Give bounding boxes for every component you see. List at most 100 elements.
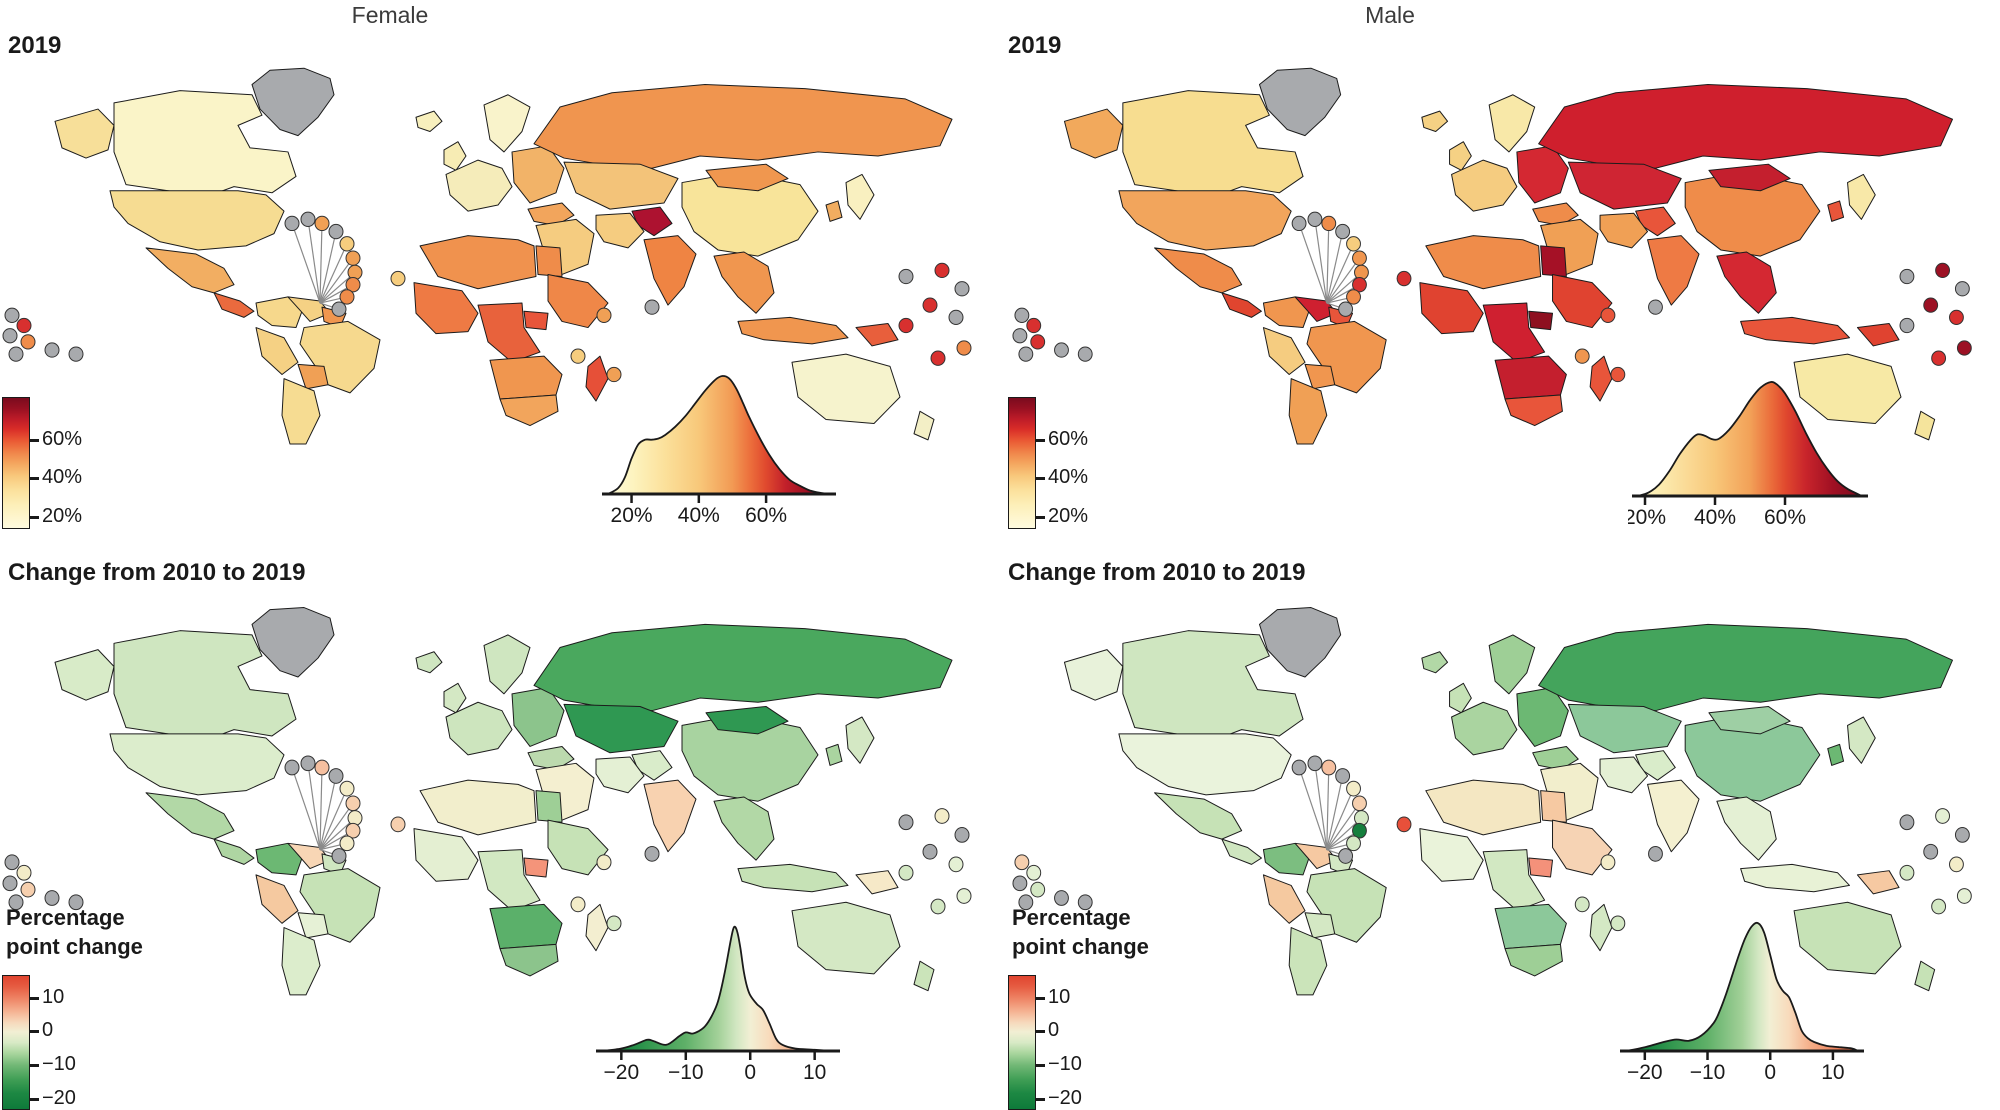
island-dot-pacific_left: [21, 882, 35, 897]
island-dot-caribbean: [1353, 251, 1367, 265]
island-dot-pacific_left: [17, 865, 31, 880]
legend-tick-label: −10: [1048, 1053, 1082, 1076]
region-korea: [1828, 201, 1844, 221]
legend-color-bar: [1008, 397, 1036, 529]
island-dot-caribbean: [1353, 796, 1367, 811]
island-dot-pacific_right: [1950, 857, 1964, 872]
legend-tick-mark: [30, 1064, 39, 1068]
prevalence-legend-female: 60% 40% 20%: [2, 397, 82, 529]
panel-male-change: Change from 2010 to 2019 Percentage poin…: [1000, 555, 2000, 1110]
world-map-female-change: [0, 597, 1000, 997]
region-greenland: [252, 68, 334, 135]
region-se_asia: [714, 252, 774, 313]
legend-color-bar: [2, 397, 30, 529]
region-mexico: [146, 248, 234, 293]
region-egypt: [1541, 791, 1567, 823]
world-map-male-2019: [1010, 58, 2000, 446]
region-australia: [1794, 354, 1901, 423]
region-central_asia: [1568, 704, 1681, 752]
region-east_africa: [1553, 820, 1612, 875]
density-tick-label: 60%: [745, 504, 787, 524]
island-dot-indian: [1601, 855, 1615, 870]
density-curve: [1625, 921, 1859, 1052]
legend-title-line1: Percentage: [6, 905, 125, 930]
island-dot-pacific_left: [1015, 308, 1029, 322]
region-usa: [110, 734, 284, 795]
legend-tick-mark: [30, 476, 39, 480]
island-dot-pacific_right: [935, 263, 949, 277]
region-argentina_chile: [282, 379, 320, 444]
island-dot-caribbean: [1353, 278, 1367, 292]
region-australia: [1794, 902, 1901, 974]
density-tick-label: −20: [1627, 1061, 1663, 1081]
island-dot-caribbean: [315, 216, 329, 230]
legend-tick-mark: [1036, 1064, 1045, 1068]
region-uk: [1450, 683, 1472, 712]
region-iran: [1600, 757, 1648, 793]
island-dot-pacific_right: [1955, 282, 1969, 296]
island-dot-caribbean: [329, 224, 343, 238]
density-plot-male-change: −20 −10 0 10: [1616, 917, 1866, 1081]
region-scandinavia: [484, 635, 530, 694]
island-dot-caribbean: [329, 769, 343, 784]
island-dot-caribbean: [346, 796, 360, 811]
legend-tick-label: 60%: [42, 427, 83, 450]
region-south_sudan: [524, 311, 548, 329]
legend-tick-label: −20: [42, 1086, 76, 1109]
legend-tick-mark: [30, 515, 39, 519]
island-dot-indian: [1649, 846, 1663, 861]
island-dot-pacific_right: [899, 269, 913, 283]
region-west_europe: [446, 160, 512, 211]
region-egypt: [536, 791, 562, 823]
region-west_africa: [414, 283, 478, 334]
island-dot-pacific_right: [1936, 809, 1950, 824]
region-west_europe: [1452, 160, 1517, 211]
island-dot-pacific_right: [1900, 865, 1914, 880]
density-tick-label: 10: [803, 1061, 826, 1081]
island-dot-pacific_left: [1078, 895, 1092, 910]
island-dot-caribbean: [301, 212, 315, 226]
island-dot-caribbean: [1322, 216, 1336, 230]
island-dot-pacific_right: [949, 310, 963, 324]
region-indonesia: [738, 864, 848, 891]
legend-tick-label: 20%: [42, 504, 83, 527]
island-dot-caribbean: [1353, 823, 1367, 838]
region-canada: [1123, 631, 1303, 740]
region-turkey: [1533, 746, 1579, 769]
island-dot-caribbean: [340, 290, 354, 304]
legend-title-line2: point change: [6, 934, 143, 959]
density-tick-label: 0: [1764, 1061, 1776, 1081]
region-india: [644, 780, 696, 852]
region-west_europe: [446, 702, 512, 755]
island-dot-pacific_left: [1019, 895, 1033, 910]
island-dot-pacific_left: [1027, 865, 1041, 880]
island-dot-pacific_right: [1900, 318, 1914, 332]
region-canada: [1123, 91, 1303, 197]
region-madagascar: [586, 904, 608, 950]
legend-tick-mark: [1036, 515, 1045, 519]
region-central_america: [1222, 293, 1262, 318]
legend-title-line2: point change: [1012, 934, 1149, 959]
island-dot-pacific_left: [9, 895, 23, 910]
island-dot-indian: [597, 308, 611, 322]
region-southern_africa: [490, 904, 562, 948]
region-russia: [1539, 624, 1953, 710]
region-brazil: [1307, 321, 1386, 392]
region-brazil: [300, 321, 380, 392]
change-legend-female: 10 0 −10 −20: [2, 975, 76, 1110]
region-scandinavia: [484, 95, 530, 152]
region-mexico: [146, 793, 234, 839]
island-dot-pacific_right: [1932, 351, 1946, 365]
region-indonesia: [1741, 864, 1850, 891]
legend-tick-label: 20%: [1048, 504, 1089, 527]
region-mongolia: [1709, 164, 1790, 191]
island-dot-caribbean: [332, 849, 346, 864]
region-central_africa: [1483, 303, 1544, 362]
region-india: [644, 236, 696, 305]
legend-tick-mark: [1036, 1097, 1045, 1101]
island-dot-pacific_left: [1078, 347, 1092, 361]
region-west_africa: [1420, 283, 1483, 334]
region-central_asia: [564, 162, 678, 209]
island-dot-pacific_left: [1031, 882, 1045, 897]
